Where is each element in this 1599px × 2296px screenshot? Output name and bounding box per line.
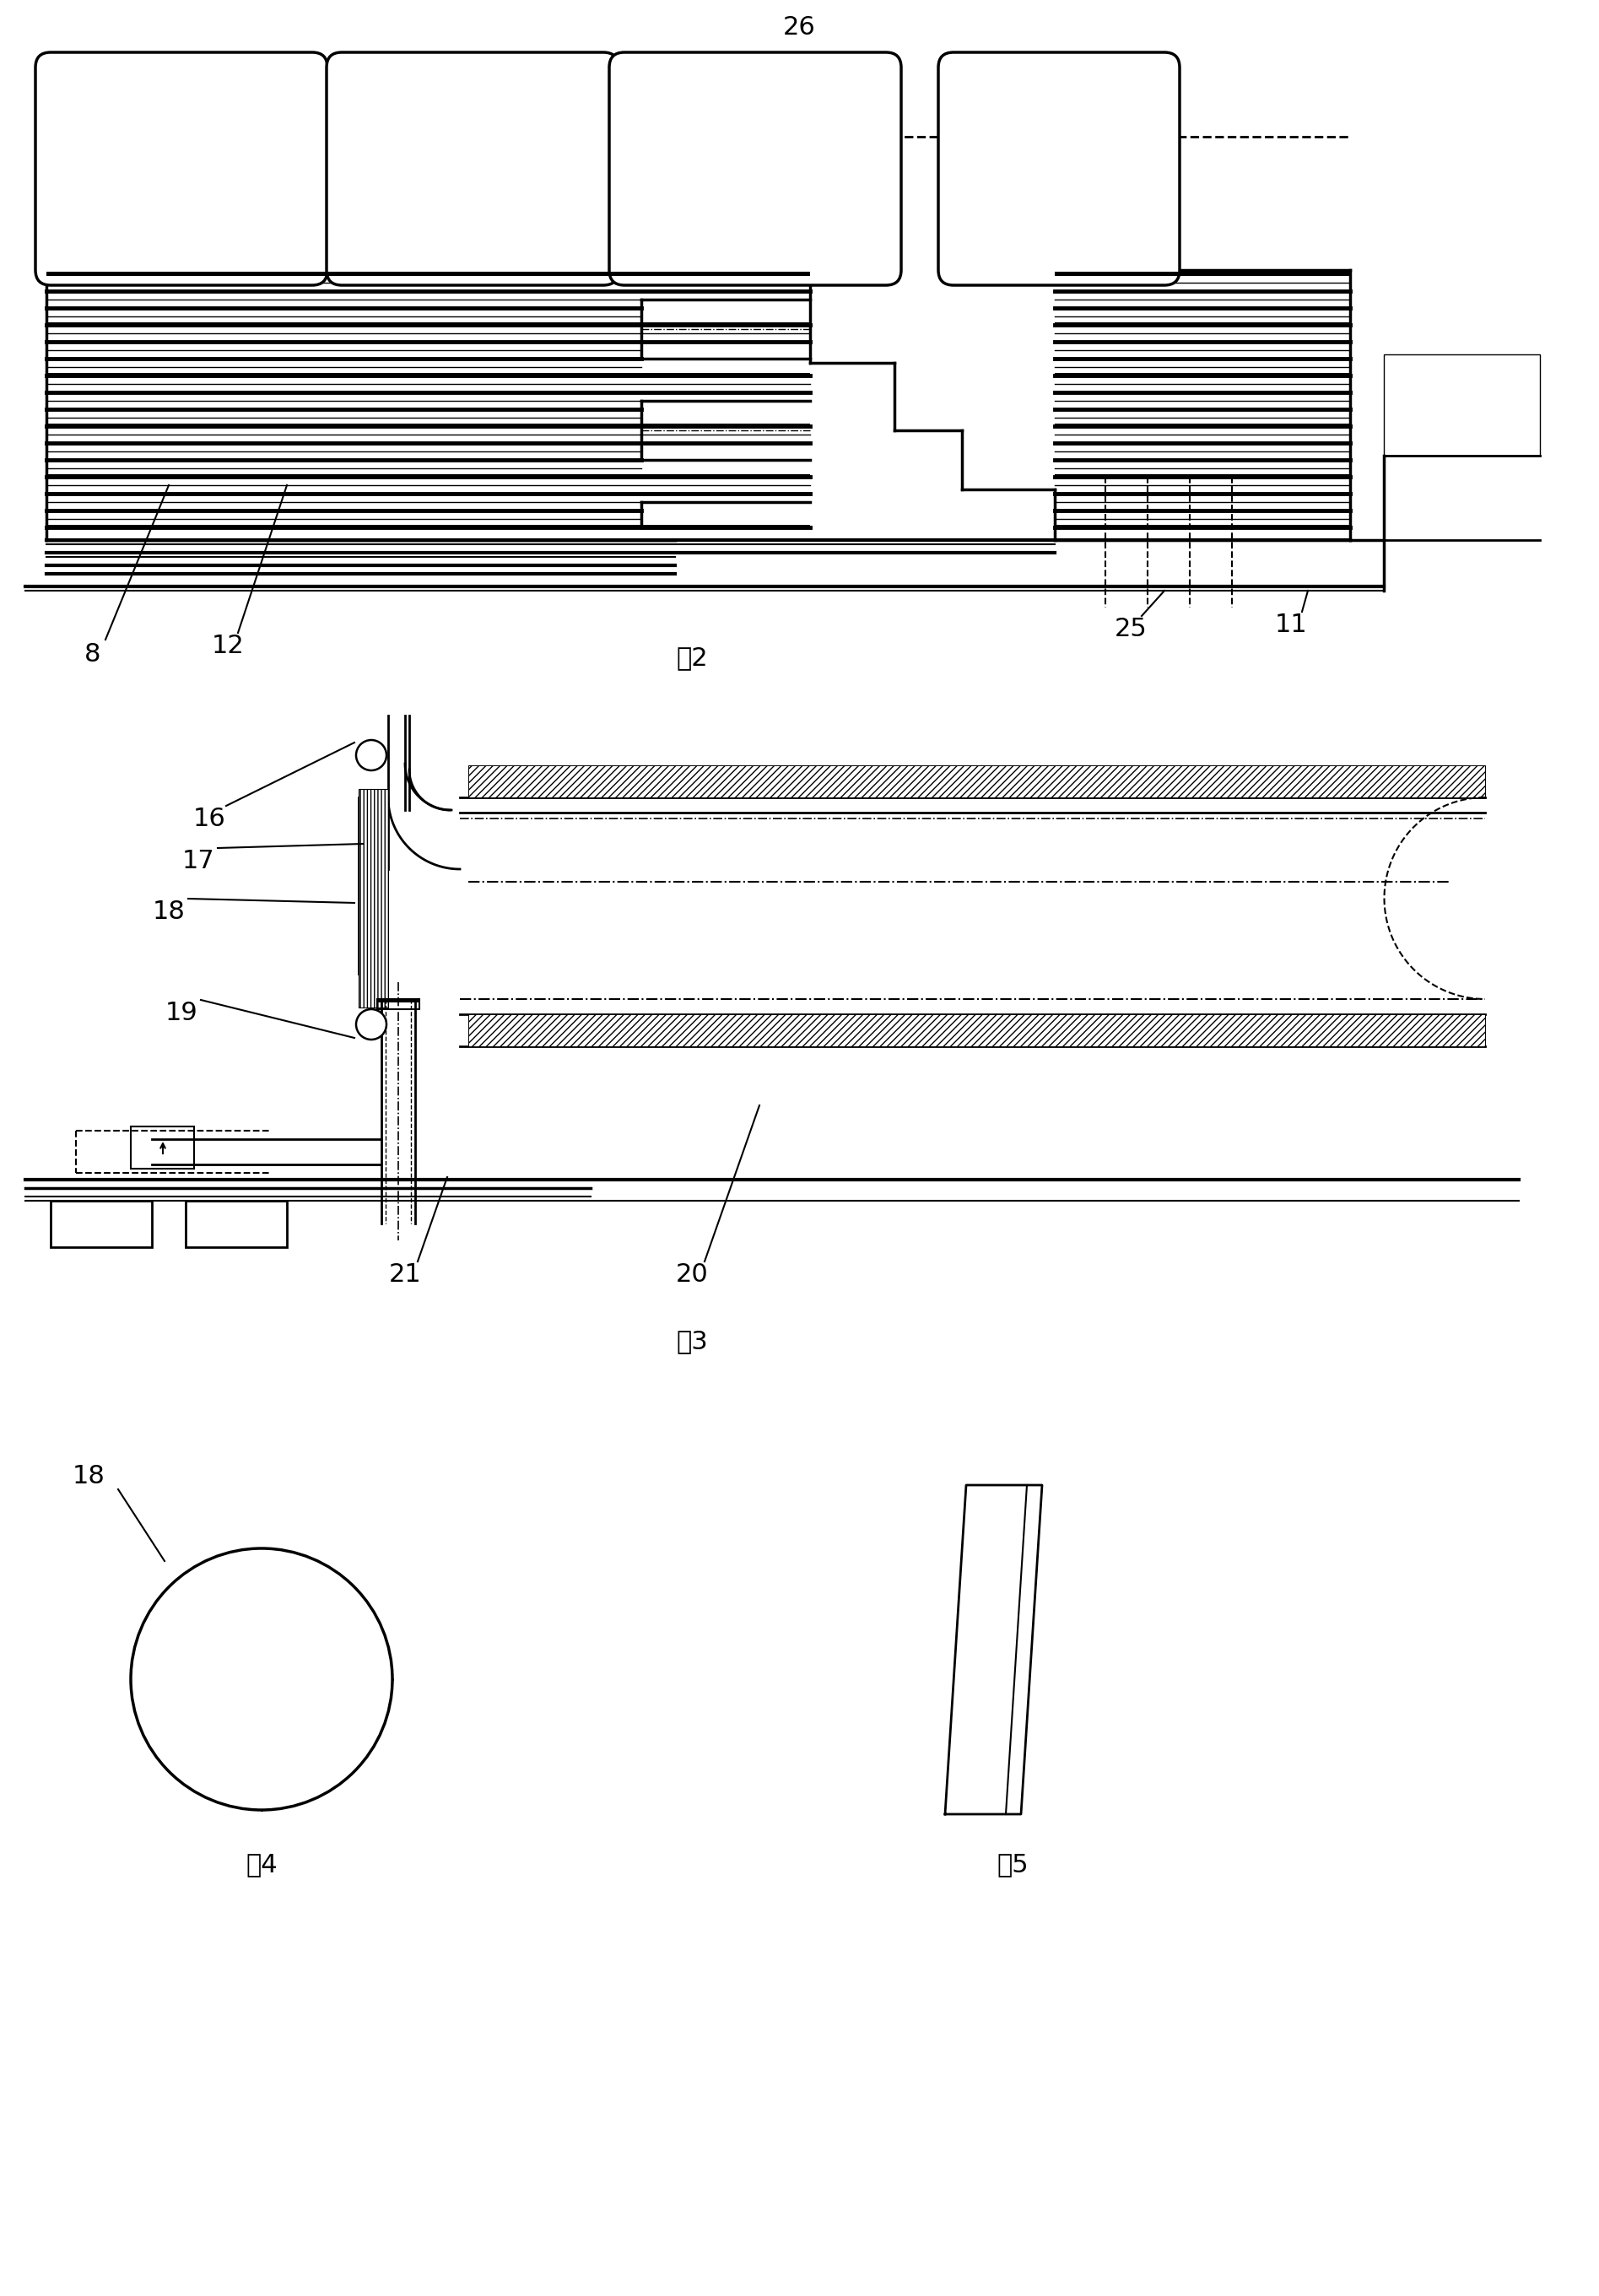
Bar xyxy=(46,475,811,478)
Text: 20: 20 xyxy=(675,1263,708,1286)
Bar xyxy=(46,372,811,377)
FancyBboxPatch shape xyxy=(939,53,1180,285)
Text: 图4: 图4 xyxy=(246,1853,278,1878)
Bar xyxy=(358,790,389,1008)
Text: 21: 21 xyxy=(389,1263,422,1286)
Bar xyxy=(46,271,811,276)
Bar xyxy=(1055,475,1350,478)
Circle shape xyxy=(131,1548,392,1809)
Bar xyxy=(1055,422,1350,427)
Bar xyxy=(1055,271,1350,276)
Text: 17: 17 xyxy=(182,850,214,872)
Bar xyxy=(377,999,419,1003)
Bar xyxy=(46,321,811,326)
Bar xyxy=(469,1015,1485,1047)
Text: 18: 18 xyxy=(72,1465,106,1488)
Bar xyxy=(1055,372,1350,377)
Text: 16: 16 xyxy=(193,806,225,831)
Bar xyxy=(1383,354,1540,455)
FancyBboxPatch shape xyxy=(35,53,328,285)
Circle shape xyxy=(357,739,387,771)
Bar xyxy=(46,526,811,528)
Bar xyxy=(131,1127,193,1169)
Text: 8: 8 xyxy=(85,641,101,666)
Text: 25: 25 xyxy=(1115,615,1146,641)
Bar xyxy=(469,765,1485,797)
Text: 18: 18 xyxy=(152,900,185,923)
FancyBboxPatch shape xyxy=(609,53,902,285)
Text: 图5: 图5 xyxy=(996,1853,1028,1878)
Text: 11: 11 xyxy=(1274,613,1308,636)
Circle shape xyxy=(357,1010,387,1040)
Bar xyxy=(185,1201,286,1247)
Bar xyxy=(1055,321,1350,326)
Text: 19: 19 xyxy=(165,1001,198,1024)
FancyBboxPatch shape xyxy=(326,53,619,285)
Text: 12: 12 xyxy=(211,634,245,657)
Bar xyxy=(46,422,811,427)
Bar xyxy=(1055,526,1350,528)
Bar xyxy=(377,999,419,1010)
Text: 图2: 图2 xyxy=(676,645,708,670)
Bar xyxy=(51,1201,152,1247)
Text: 26: 26 xyxy=(784,14,815,39)
Text: 图3: 图3 xyxy=(676,1329,708,1355)
